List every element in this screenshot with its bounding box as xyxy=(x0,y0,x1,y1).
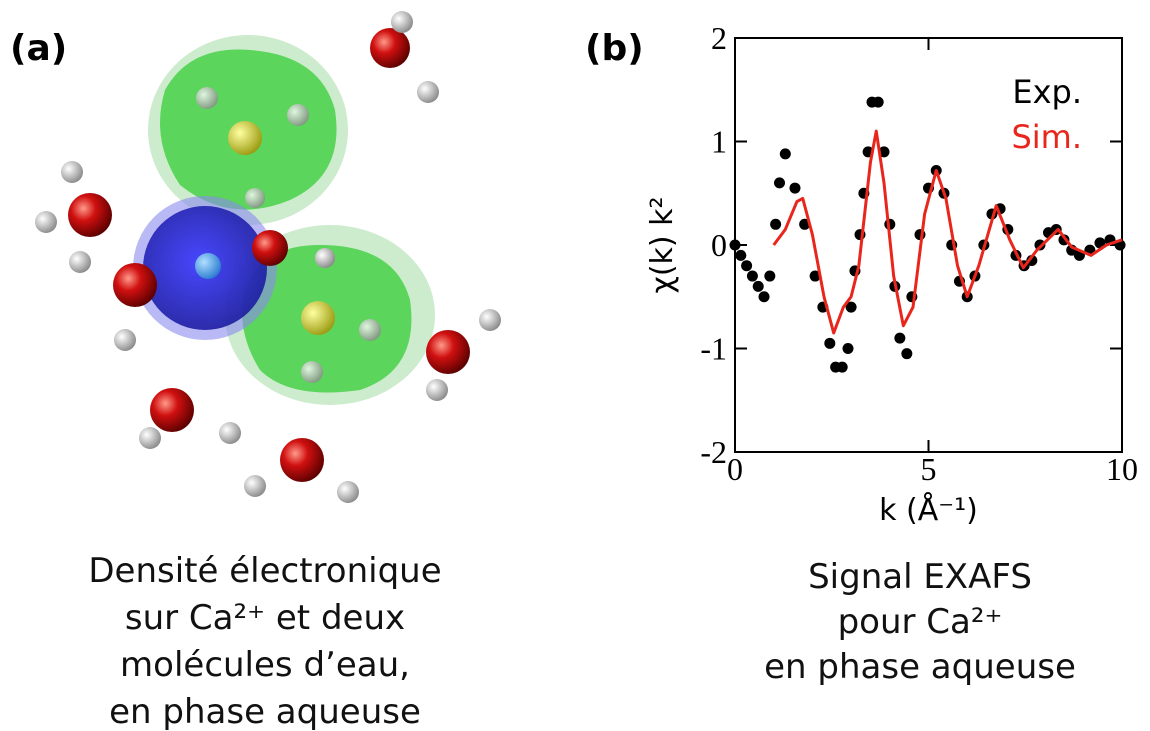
x-tick-label: 0 xyxy=(727,451,743,487)
data-point xyxy=(843,343,854,354)
y-tick-label: 0 xyxy=(711,227,727,263)
caption-line: molécules d’eau, xyxy=(120,645,410,685)
x-tick-label: 5 xyxy=(921,451,937,487)
data-point xyxy=(824,338,835,349)
panel-label: (b) xyxy=(585,28,644,69)
data-point xyxy=(837,362,848,373)
data-point xyxy=(873,97,884,108)
data-point xyxy=(901,348,912,359)
data-point xyxy=(894,333,905,344)
data-point xyxy=(764,271,775,282)
data-point xyxy=(774,177,785,188)
data-point xyxy=(730,240,741,251)
caption-line: Signal EXAFS xyxy=(808,557,1032,597)
data-point xyxy=(770,219,781,230)
y-tick-label: -1 xyxy=(700,331,727,367)
y-axis-label: χ(k) k² xyxy=(645,196,680,293)
x-tick-label: 10 xyxy=(1106,451,1138,487)
data-point xyxy=(735,250,746,261)
molecule-render xyxy=(35,11,501,503)
panel-label: (a) xyxy=(10,28,67,69)
data-point xyxy=(741,260,752,271)
x-axis-label: k (Å⁻¹) xyxy=(879,492,978,528)
data-point xyxy=(780,148,791,159)
caption-line: pour Ca²⁺ xyxy=(838,602,1003,642)
figure: (a) (b) Densité électronique sur Ca²⁺ et … xyxy=(0,0,1150,731)
legend-entry: Exp. xyxy=(1012,73,1082,111)
data-point xyxy=(789,183,800,194)
caption-line: en phase aqueuse xyxy=(764,647,1076,687)
data-point xyxy=(747,271,758,282)
caption-line: sur Ca²⁺ et deux xyxy=(125,598,405,638)
data-point xyxy=(759,291,770,302)
y-tick-label: -2 xyxy=(700,434,727,470)
y-tick-label: 2 xyxy=(711,20,727,56)
caption-line: Densité électronique xyxy=(88,551,441,591)
data-point xyxy=(753,281,764,292)
data-line xyxy=(774,131,1122,333)
caption-line: en phase aqueuse xyxy=(109,692,421,731)
y-tick-label: 1 xyxy=(711,124,727,160)
legend-entry: Sim. xyxy=(1011,118,1082,156)
